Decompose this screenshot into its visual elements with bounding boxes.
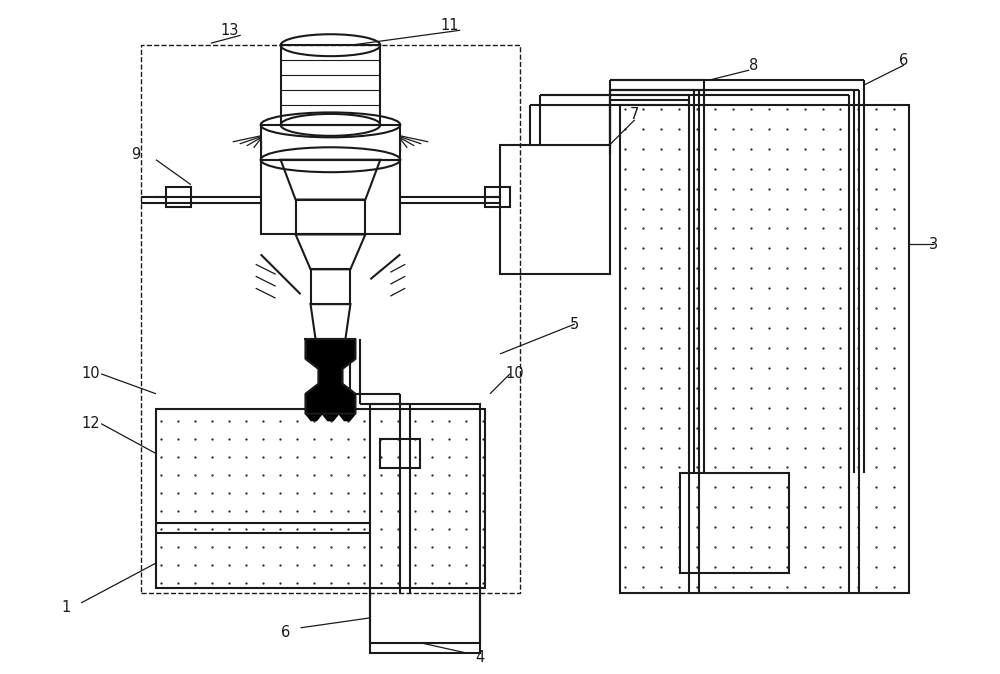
Bar	[380, 439, 420, 468]
Bar	[141, 45, 520, 593]
Bar	[500, 145, 610, 274]
Bar	[680, 473, 789, 573]
Text: 5: 5	[570, 317, 579, 332]
Bar	[311, 270, 350, 304]
Bar	[620, 105, 909, 593]
Text: 12: 12	[81, 416, 100, 431]
Bar	[166, 187, 191, 206]
Bar	[261, 125, 400, 160]
Text: 7: 7	[630, 107, 639, 123]
Bar	[156, 408, 485, 588]
Polygon shape	[306, 414, 355, 421]
Bar	[281, 45, 380, 125]
Text: 10: 10	[505, 367, 524, 381]
Text: 1: 1	[61, 601, 70, 615]
Bar	[261, 160, 400, 235]
Text: 11: 11	[440, 18, 459, 33]
Text: 3: 3	[929, 237, 938, 252]
Text: 10: 10	[81, 367, 100, 381]
Bar	[370, 404, 480, 652]
Text: 13: 13	[221, 23, 239, 38]
Text: 6: 6	[899, 53, 908, 67]
Text: 9: 9	[131, 147, 140, 162]
Text: 4: 4	[475, 650, 484, 665]
Text: 6: 6	[281, 625, 290, 640]
Bar	[296, 200, 365, 235]
Text: 8: 8	[749, 57, 759, 73]
Polygon shape	[306, 339, 355, 414]
Bar	[485, 187, 510, 206]
